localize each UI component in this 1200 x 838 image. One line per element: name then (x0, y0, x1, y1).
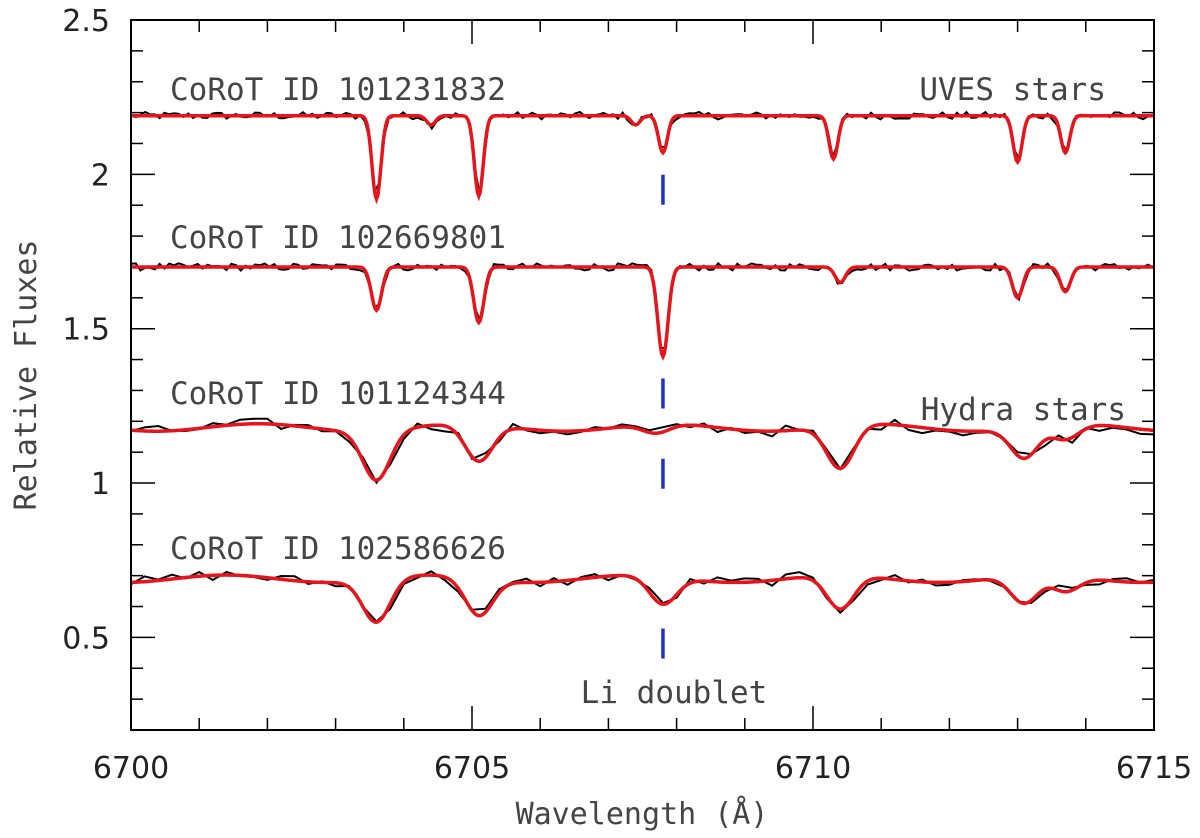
observed-spectrum-line (130, 110, 1153, 195)
star-label-3: CoRoT ID 101124344 (170, 376, 506, 412)
li-doublet-label: Li doublet (581, 675, 768, 711)
model-spectrum-line (130, 422, 1155, 482)
y-axis-title: Relative Fluxes (9, 240, 44, 511)
star-label-1: CoRoT ID 101231832 (170, 72, 506, 108)
y-tick-label: 2 (91, 158, 110, 193)
y-tick-label: 2.5 (62, 4, 110, 39)
model-spectrum-line (131, 113, 1154, 205)
y-tick-label: 0.5 (62, 621, 110, 656)
observed-spectrum-line (130, 261, 1154, 350)
star-label-2: CoRoT ID 102669801 (170, 220, 506, 256)
y-tick-label: 1.5 (62, 313, 110, 348)
x-tick-label: 6700 (93, 751, 169, 786)
model-spectrum-line (131, 265, 1154, 361)
group-label-uves: UVES stars (919, 72, 1106, 108)
y-tick-labels: 0.5 1 1.5 2 2.5 (62, 4, 110, 656)
star-label-4: CoRoT ID 102586626 (170, 531, 506, 567)
x-tick-labels: 6700 6705 6710 6715 (93, 751, 1192, 786)
x-tick-label: 6705 (434, 751, 510, 786)
x-axis-title: Wavelength (Å) (516, 796, 769, 832)
group-label-hydra: Hydra stars (921, 392, 1126, 428)
plot-frame (130, 19, 1155, 731)
axis-ticks (130, 19, 1155, 731)
observed-spectrum-line (130, 417, 1155, 485)
x-tick-label: 6710 (775, 751, 851, 786)
y-tick-label: 1 (91, 467, 110, 502)
x-tick-label: 6715 (1116, 751, 1192, 786)
spectra-series (130, 110, 1155, 624)
model-spectrum-line (131, 573, 1154, 624)
